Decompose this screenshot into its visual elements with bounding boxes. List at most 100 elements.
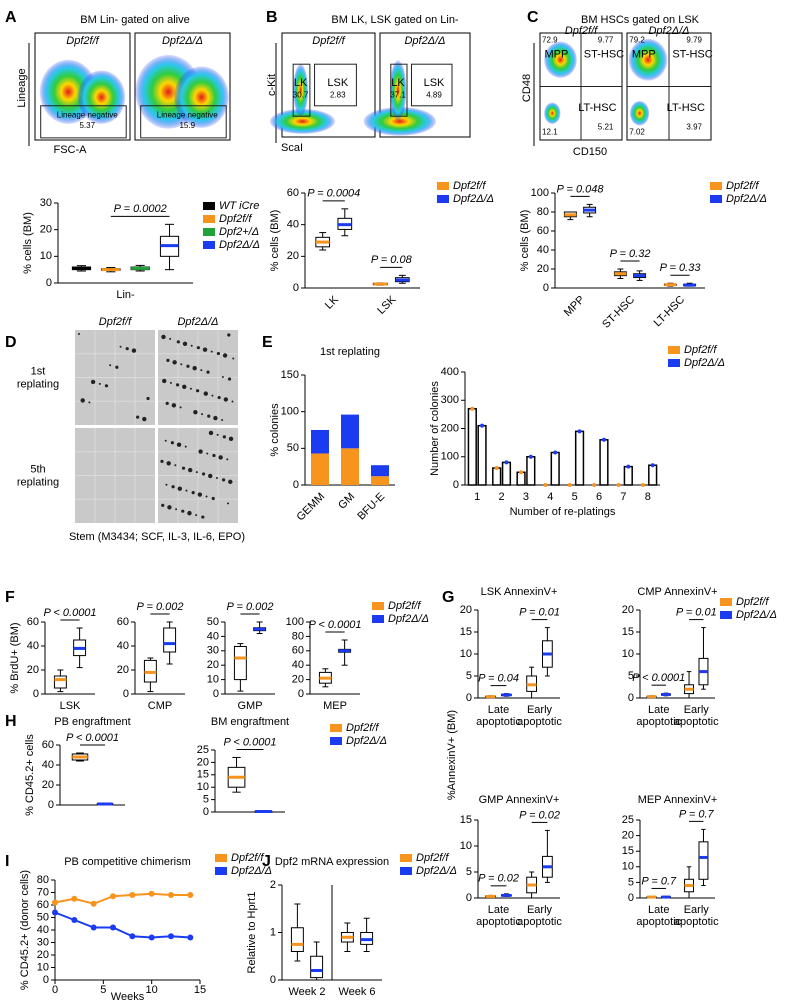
gate — [390, 63, 408, 117]
point — [129, 933, 136, 940]
y-tick-label: 20 — [537, 263, 549, 275]
x-tick-label: GMP — [237, 700, 262, 712]
x-tick-label: Lin- — [116, 289, 135, 301]
bar — [492, 467, 502, 486]
legend-label: Dpf2+/Δ — [219, 226, 259, 238]
point — [90, 924, 97, 931]
legend-label: Dpf2f/f — [736, 596, 769, 608]
density-blob — [544, 41, 577, 78]
bar — [311, 453, 329, 485]
y-axis-label: % BrdU+ (BM) — [9, 622, 21, 693]
panel-letter: I — [5, 853, 9, 870]
legend-label: Dpf2f/f — [219, 213, 252, 225]
y-tick-label: 20 — [117, 664, 129, 676]
x-tick-label: LK — [323, 293, 341, 311]
p-value: P = 0.0004 — [307, 188, 360, 200]
colony — [192, 366, 197, 371]
colony — [196, 389, 200, 393]
flow-y-label: c-Kit — [266, 74, 278, 96]
y-axis-label: Relative to Hprt1 — [246, 892, 258, 974]
legend-label: WT iCre — [219, 200, 259, 212]
colony — [170, 441, 174, 445]
x-tick-label: MPP — [562, 294, 587, 319]
y-tick-label: 15 — [460, 814, 472, 826]
x-tick-label: LT-HSC — [652, 294, 688, 330]
y-tick-label: 0 — [453, 479, 459, 491]
x-tick-label: 8 — [645, 491, 651, 503]
density-blob — [269, 108, 336, 134]
gate-label: 12.1 — [542, 128, 558, 137]
legend-label: Dpf2Δ/Δ — [453, 193, 494, 205]
x-tick-label: Week 6 — [338, 986, 375, 998]
bar-point — [470, 406, 475, 411]
p-value: P = 0.7 — [679, 808, 715, 820]
box — [233, 645, 247, 681]
y-tick-label: 20 — [197, 756, 209, 768]
y-tick-label: 0 — [123, 688, 129, 700]
x-tick-label: 15 — [194, 984, 206, 996]
colony — [206, 452, 209, 455]
column-label: Dpf2f/f — [99, 316, 132, 328]
colony — [104, 384, 109, 388]
line — [54, 911, 191, 939]
colony — [175, 383, 180, 387]
point — [148, 934, 155, 941]
colony — [146, 396, 150, 401]
row-label: 5th replating — [17, 463, 59, 488]
colony — [167, 505, 172, 510]
bar-point — [640, 483, 645, 487]
x-tick-label: Early apoptotic — [517, 904, 562, 928]
legend-label: Dpf2f/f — [416, 852, 449, 864]
y-tick-label: 15 — [197, 769, 209, 781]
y-tick-label: 30 — [37, 936, 49, 948]
colony — [218, 455, 223, 460]
bar-point — [543, 483, 548, 487]
colony — [142, 416, 147, 422]
colony — [169, 381, 172, 384]
chart-title: BM engraftment — [211, 716, 289, 728]
colony — [228, 479, 233, 485]
line — [54, 892, 191, 905]
gate-label: MPP — [632, 48, 656, 60]
y-tick-label: 15 — [460, 626, 472, 638]
y-tick-label: 40 — [37, 924, 49, 936]
legend-swatch — [372, 602, 384, 610]
y-tick-label: 10 — [460, 648, 472, 660]
point — [52, 909, 58, 916]
gate-label: 5.37 — [79, 121, 95, 130]
y-tick-label: 15 — [622, 845, 634, 857]
panel-letter: G — [442, 589, 454, 606]
y-axis-label: %AnnexinV+ (BM) — [446, 710, 458, 800]
colony — [171, 485, 175, 489]
x-tick-label: 1 — [474, 491, 480, 503]
legend-swatch — [437, 182, 449, 190]
y-tick-label: 10 — [40, 250, 52, 262]
y-tick-label: 0 — [293, 479, 299, 491]
bar — [311, 430, 329, 454]
colony — [171, 403, 177, 408]
legend-label: Dpf2f/f — [453, 180, 486, 192]
gate — [140, 105, 227, 139]
legend-swatch — [720, 598, 732, 606]
colony — [175, 508, 178, 511]
bar — [371, 476, 389, 485]
colony — [195, 471, 198, 474]
point — [110, 924, 116, 931]
colony — [226, 458, 229, 461]
y-tick-label: 80 — [537, 206, 549, 218]
legend-swatch — [215, 854, 227, 862]
p-value: P = 0.02 — [478, 873, 519, 885]
bar-point — [504, 460, 509, 465]
y-tick-label: 20 — [27, 664, 39, 676]
y-tick-label: 20 — [207, 659, 219, 671]
point — [168, 892, 174, 898]
y-tick-label: 60 — [42, 739, 54, 751]
gate-label: 2.83 — [330, 91, 346, 100]
y-tick-label: 5 — [628, 670, 634, 682]
colony — [222, 353, 228, 358]
plot-name: Dpf2f/f — [66, 35, 99, 47]
colony — [201, 472, 206, 476]
y-tick-label: 80 — [292, 630, 304, 642]
y-tick-label: 60 — [537, 225, 549, 237]
y-tick-label: 0 — [270, 974, 276, 986]
